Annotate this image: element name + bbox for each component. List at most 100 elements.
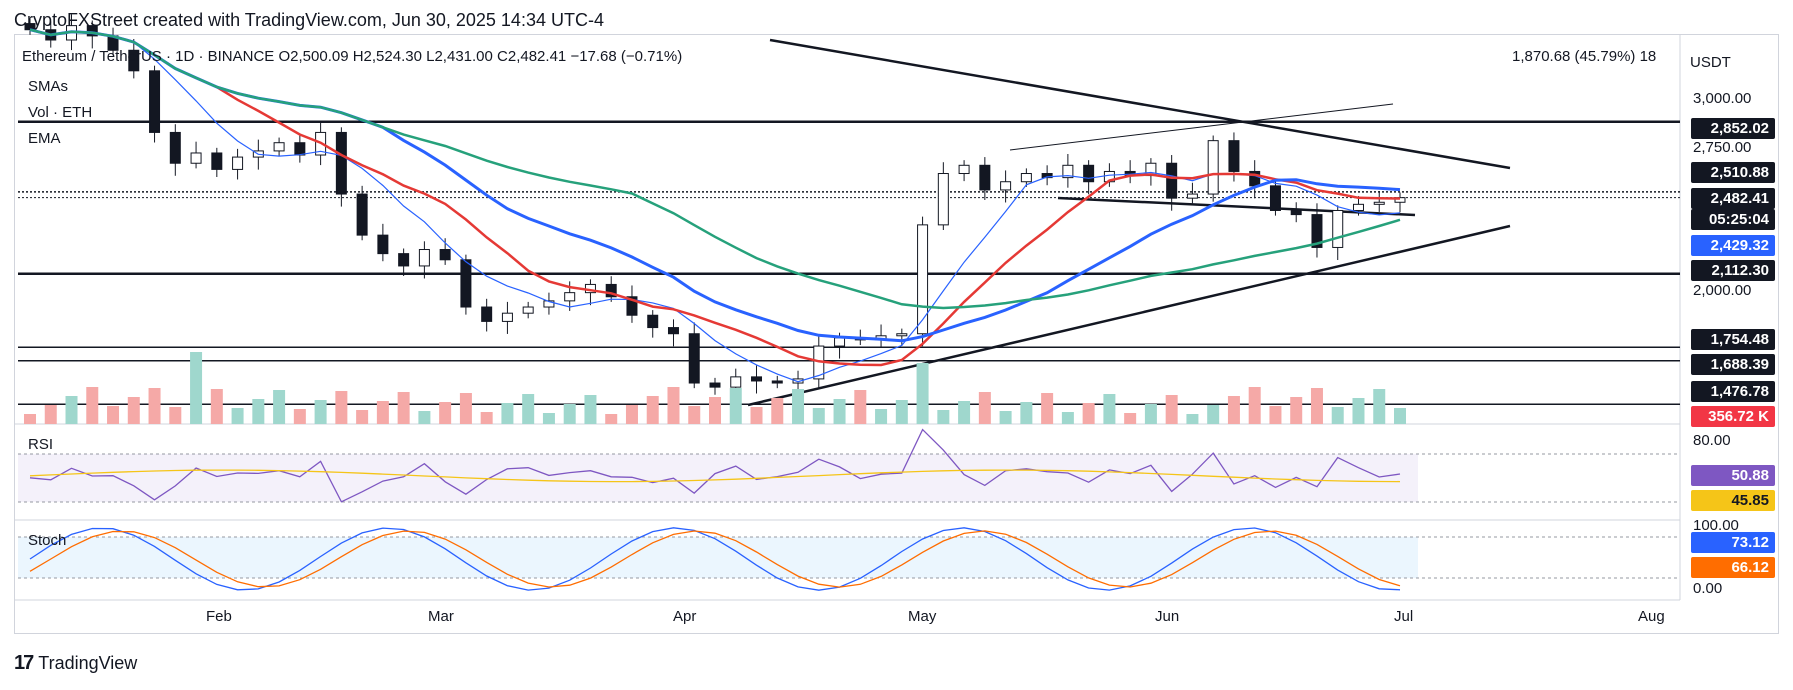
candle-body-23 — [501, 312, 513, 322]
symbol-name[interactable]: Ethereum / TetherUS · 1D · BINANCE — [22, 48, 275, 65]
volume-bar-41 — [875, 409, 888, 424]
price-tag-2852: 2,852.02 — [1691, 118, 1775, 139]
ema-200-line — [29, 28, 1401, 310]
candle-body-42 — [896, 333, 908, 337]
volume-bar-6 — [148, 388, 161, 424]
stoch-d-line — [29, 530, 1401, 588]
candle-body-10 — [232, 156, 244, 170]
volume-bar-56 — [1186, 414, 1199, 424]
candle-body-36 — [771, 380, 783, 384]
volume-bar-33 — [709, 397, 721, 424]
channel-top — [1009, 103, 1394, 151]
candle-body-48 — [1020, 173, 1032, 183]
candle-body-17 — [377, 234, 389, 255]
candle-body-51 — [1083, 164, 1095, 183]
price-tag-1754: 1,754.48 — [1691, 329, 1775, 350]
volume-bar-20 — [439, 402, 452, 424]
tradingview-logo[interactable]: 17 TradingView — [14, 652, 137, 675]
month-aug: Aug — [1638, 608, 1665, 625]
candle-body-35 — [751, 376, 763, 382]
neckline — [1057, 196, 1416, 217]
candle-body-9 — [211, 152, 223, 170]
volume-bar-58 — [1227, 396, 1240, 424]
volume-bar-18 — [397, 392, 410, 424]
volume-bar-8 — [190, 352, 203, 424]
sma-20-line — [29, 29, 1401, 383]
candle-body-45 — [958, 164, 970, 175]
candle-body-56 — [1186, 193, 1198, 199]
candle-body-6 — [149, 70, 161, 133]
axis-tick-stoch-100: 100.00 — [1693, 517, 1739, 534]
high-value: H2,524.30 — [352, 48, 422, 65]
rsi-band — [18, 454, 1418, 502]
symbol-legend: Ethereum / TetherUS · 1D · BINANCE O2,50… — [22, 48, 682, 65]
currency-label[interactable]: USDT — [1690, 54, 1731, 71]
candle-body-39 — [834, 337, 846, 347]
volume-bar-44 — [937, 410, 950, 424]
volume-bar-45 — [958, 401, 971, 424]
indicator-smas[interactable]: SMAs — [28, 78, 69, 95]
month-may: May — [908, 608, 937, 625]
volume-bar-27 — [584, 395, 597, 424]
candle-body-58 — [1228, 140, 1240, 172]
candle-body-3 — [86, 25, 98, 37]
candle-body-21 — [460, 259, 472, 308]
volume-bar-54 — [1144, 404, 1157, 424]
candle-body-13 — [294, 142, 306, 156]
candle-body-64 — [1352, 203, 1364, 211]
month-apr: Apr — [673, 608, 697, 625]
axis-tick-rsi-80: 80.00 — [1693, 432, 1731, 449]
volume-bar-1 — [44, 405, 57, 424]
volume-bar-51 — [1082, 403, 1095, 424]
volume-bar-16 — [356, 410, 369, 424]
candle-body-16 — [356, 193, 368, 236]
rsi-ma-line — [29, 469, 1401, 483]
volume-bar-22 — [480, 412, 493, 424]
price-tag-1476: 1,476.78 — [1691, 381, 1775, 402]
month-mar: Mar — [428, 608, 454, 625]
volume-bar-11 — [252, 399, 265, 424]
axis-tick-2750: 2,750.00 — [1693, 139, 1752, 156]
candle-body-33 — [709, 382, 721, 388]
tradingview-logo-icon: 17 — [14, 652, 34, 674]
candle-body-31 — [667, 327, 679, 335]
volume-bar-21 — [459, 393, 472, 424]
candle-body-61 — [1290, 209, 1302, 216]
volume-bar-13 — [293, 409, 306, 424]
volume-bar-59 — [1248, 387, 1261, 424]
volume-bar-23 — [501, 403, 514, 424]
candle-body-30 — [647, 314, 659, 329]
volume-bar-52 — [1103, 394, 1116, 424]
volume-bar-65 — [1373, 389, 1386, 424]
price-tag-2510: 2,510.88 — [1691, 162, 1775, 183]
chart-header: CryptoFXStreet created with TradingView.… — [14, 10, 604, 30]
volume-bar-30 — [646, 396, 659, 424]
candle-body-57 — [1207, 140, 1219, 195]
volume-bar-38 — [812, 408, 825, 424]
volume-bar-5 — [127, 397, 140, 424]
candle-body-7 — [169, 131, 181, 164]
candle-body-28 — [605, 283, 617, 298]
price-tag-2482: 2,482.41 — [1691, 188, 1775, 209]
stoch-d-tag: 66.12 — [1691, 557, 1775, 578]
volume-bar-34 — [729, 388, 742, 424]
volume-bar-50 — [1061, 412, 1074, 424]
indicator-rsi[interactable]: RSI — [28, 436, 54, 453]
rsi-line — [29, 428, 1401, 503]
volume-bar-32 — [688, 406, 701, 424]
volume-bar-46 — [978, 392, 991, 424]
descending-trendline — [769, 38, 1511, 170]
stoch-k-tag: 73.12 — [1691, 532, 1775, 553]
indicator-stoch[interactable]: Stoch — [28, 532, 67, 549]
open-value: O2,500.09 — [278, 48, 349, 65]
chart-frame[interactable] — [14, 34, 1779, 634]
volume-bar-12 — [273, 390, 286, 424]
indicator-volume[interactable]: Vol · ETH — [28, 104, 93, 121]
volume-bar-55 — [1165, 395, 1178, 424]
volume-bar-43 — [916, 363, 929, 424]
volume-bar-7 — [169, 407, 182, 424]
indicator-ema[interactable]: EMA — [28, 130, 61, 147]
volume-tag: 356.72 K — [1691, 406, 1775, 427]
candle-body-18 — [398, 253, 410, 267]
